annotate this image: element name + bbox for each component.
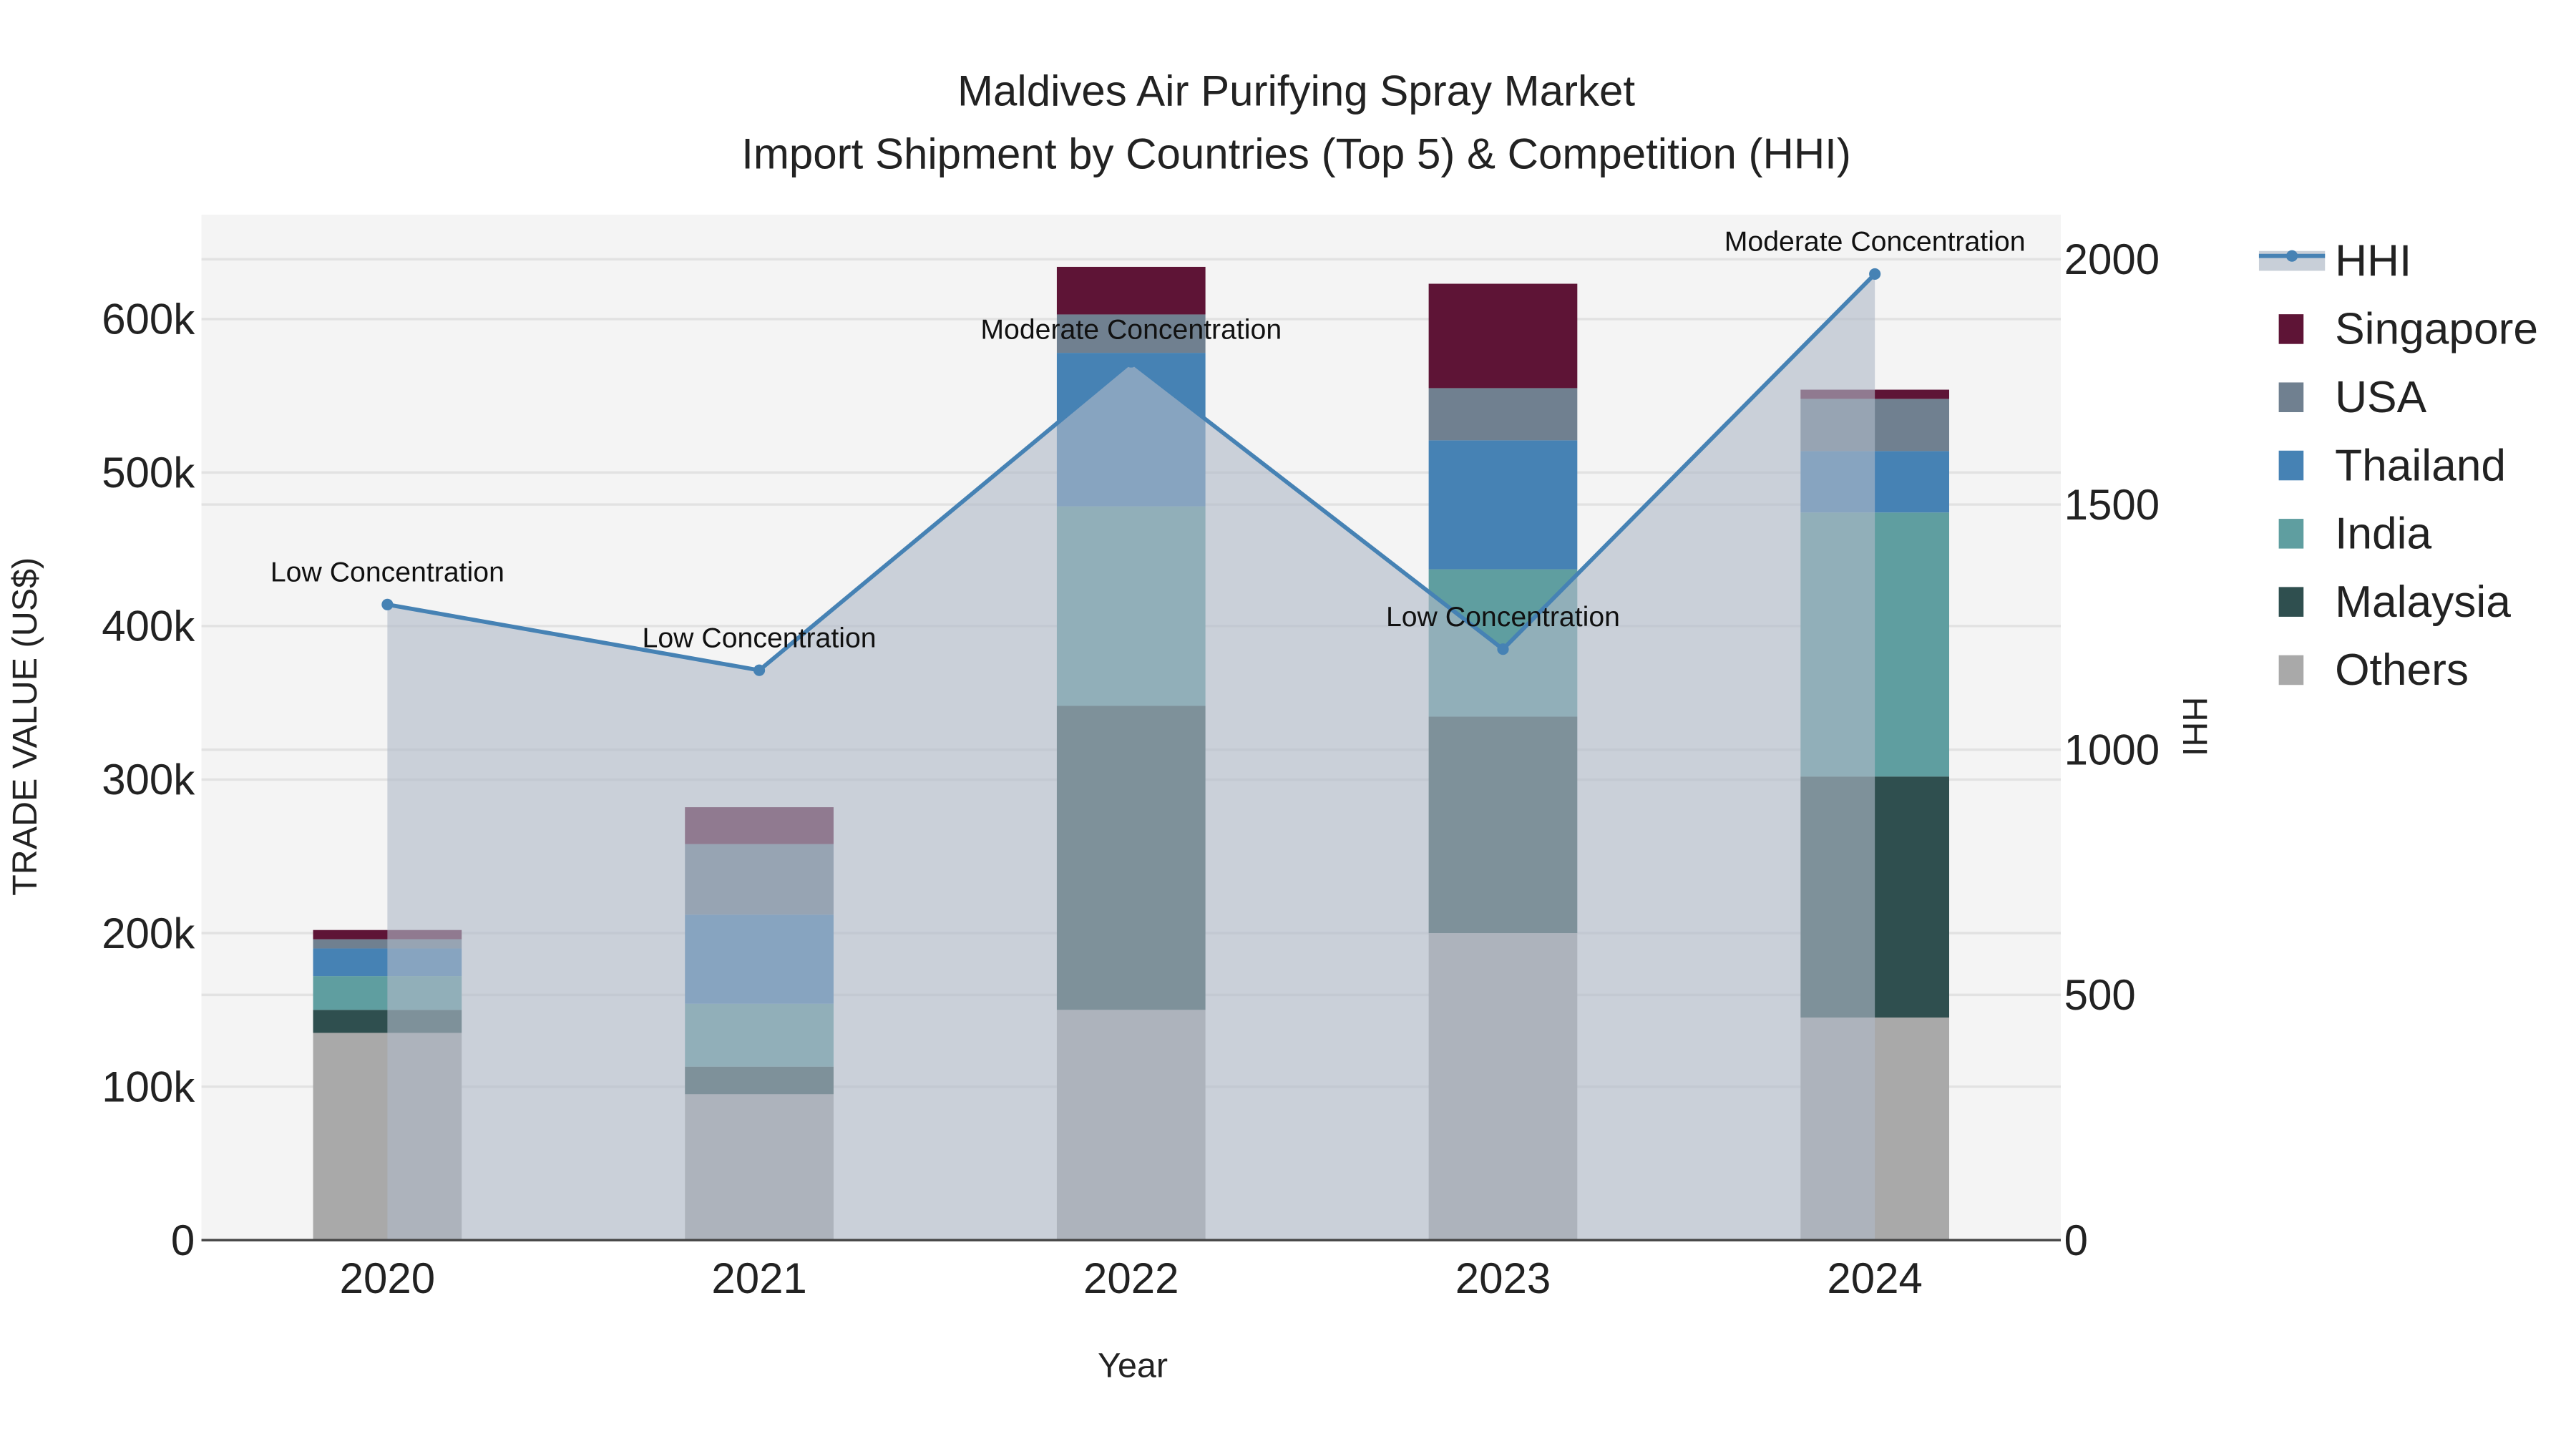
hhi-point-2023 xyxy=(1497,643,1509,655)
legend-swatch-india xyxy=(2278,519,2304,549)
chart-title: Maldives Air Purifying Spray Market xyxy=(957,67,1635,115)
x-tick-label: 2023 xyxy=(1455,1254,1551,1302)
x-tick-label: 2021 xyxy=(711,1254,806,1302)
hhi-annotation: Low Concentration xyxy=(1386,601,1620,633)
legend-swatch-thailand xyxy=(2278,450,2304,481)
bar-singapore-2023 xyxy=(1428,283,1578,389)
hhi-point-2024 xyxy=(1869,268,1881,280)
bar-thailand-2023 xyxy=(1428,440,1578,570)
hhi-annotation: Low Concentration xyxy=(643,622,877,653)
y-axis-title: TRADE VALUE (US$) xyxy=(6,557,44,896)
hhi-annotation: Moderate Concentration xyxy=(980,313,1282,345)
hhi-point-2021 xyxy=(753,664,766,676)
y-tick-label: 200k xyxy=(102,909,195,957)
y-tick-label: 500k xyxy=(102,449,195,497)
y-tick-label: 600k xyxy=(102,296,195,343)
legend-label-thailand: Thailand xyxy=(2335,441,2506,490)
legend-label-singapore: Singapore xyxy=(2335,305,2538,354)
bar-usa-2022 xyxy=(1056,314,1206,353)
hhi-point-2020 xyxy=(381,598,394,610)
legend-label-india: India xyxy=(2335,509,2431,559)
x-tick-label: 2024 xyxy=(1827,1254,1922,1302)
legend-swatch-usa xyxy=(2278,382,2304,412)
y-tick-label: 0 xyxy=(171,1216,195,1264)
chart-subtitle: Import Shipment by Countries (Top 5) & C… xyxy=(741,130,1851,177)
legend-hhi-marker xyxy=(2286,250,2298,262)
y2-tick-label: 2000 xyxy=(2064,235,2160,283)
bar-usa-2023 xyxy=(1428,388,1578,441)
x-axis-title: Year xyxy=(1098,1347,1168,1385)
legend-label-hhi: HHI xyxy=(2335,236,2411,286)
hhi-annotation: Low Concentration xyxy=(270,557,504,588)
legend-label-usa: USA xyxy=(2335,373,2427,422)
legend-swatch-singapore xyxy=(2278,314,2304,344)
y-tick-label: 400k xyxy=(102,602,195,650)
legend-swatch-malaysia xyxy=(2278,587,2304,617)
y2-axis-title: HHI xyxy=(2175,697,2214,756)
bar-singapore-2022 xyxy=(1056,266,1206,315)
y2-tick-label: 0 xyxy=(2064,1216,2088,1264)
hhi-point-2022 xyxy=(1125,356,1137,368)
hhi-annotation: Moderate Concentration xyxy=(1724,226,2026,258)
y2-tick-label: 1000 xyxy=(2064,726,2160,774)
x-tick-label: 2022 xyxy=(1083,1254,1179,1302)
x-tick-label: 2020 xyxy=(340,1254,435,1302)
legend-label-malaysia: Malaysia xyxy=(2335,577,2511,627)
legend-swatch-others xyxy=(2278,655,2304,686)
legend-label-others: Others xyxy=(2335,645,2469,695)
y2-tick-label: 1500 xyxy=(2064,481,2160,529)
y-tick-label: 100k xyxy=(102,1063,195,1111)
y-tick-label: 300k xyxy=(102,756,195,804)
hhi-area xyxy=(387,273,1875,1241)
y2-tick-label: 500 xyxy=(2064,971,2136,1019)
